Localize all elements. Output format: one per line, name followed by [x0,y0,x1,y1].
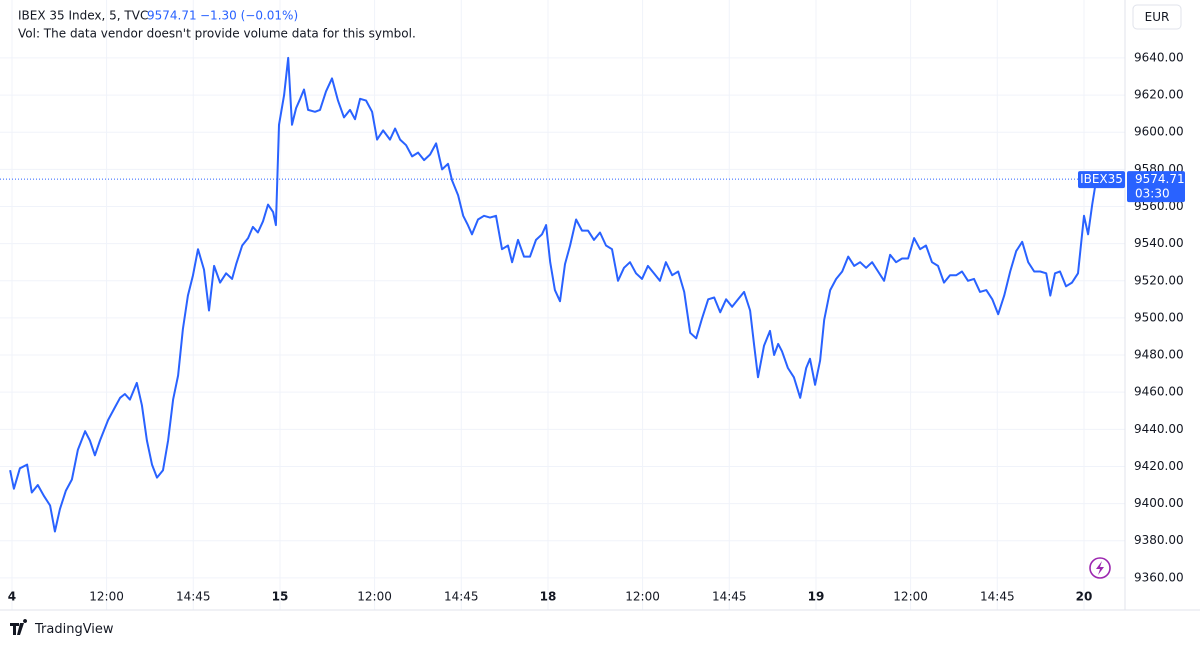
x-tick-label: 19 [808,590,825,604]
price-tag-countdown: 03:30 [1135,187,1170,201]
volume-note: Vol: The data vendor doesn't provide vol… [18,27,416,41]
y-tick-label: 9440.00 [1134,422,1184,436]
price-tag-value: 9574.71 [1135,172,1185,186]
x-tick-label: 12:00 [89,590,124,604]
y-tick-label: 9600.00 [1134,125,1184,139]
x-tick-label: 14:45 [712,590,747,604]
symbol-tag [1078,171,1125,189]
symbol-tag-label: IBEX35 [1080,172,1123,186]
y-tick-label: 9520.00 [1134,273,1184,287]
x-tick-label: 4 [8,590,16,604]
y-tick-label: 9500.00 [1134,310,1184,324]
y-tick-label: 9400.00 [1134,496,1184,510]
currency-button[interactable] [1132,4,1182,30]
x-tick-label: 14:45 [444,590,479,604]
alert-bolt [1096,561,1104,575]
x-tick-label: 14:45 [980,590,1015,604]
x-tick-label: 14:45 [176,590,211,604]
line-layer [0,56,1125,533]
x-tick-label: 12:00 [893,590,928,604]
y-tick-label: 9460.00 [1134,385,1184,399]
y-tick-label: 9620.00 [1134,88,1184,102]
header-price: 9574.71 [147,9,197,23]
grid-layer [0,0,1125,610]
x-tick-label: 12:00 [357,590,392,604]
x-tick-label: 18 [540,590,557,604]
brand-logo [10,619,28,635]
y-tick-label: 9380.00 [1134,533,1184,547]
y-tick-label: 9480.00 [1134,348,1184,362]
x-tick-label: 12:00 [625,590,660,604]
x-tick-label: 20 [1076,590,1093,604]
chart-title: IBEX 35 Index, 5, TVC [18,9,148,23]
currency-label[interactable]: EUR [1145,10,1170,24]
y-tick-label: 9640.00 [1134,50,1184,64]
y-tick-label: 9360.00 [1134,570,1184,584]
brand-name: TradingView [34,622,114,637]
price-line [9,56,1098,533]
price-tag [1127,171,1185,203]
header-change: −1.30 (−0.01%) [200,9,298,23]
y-tick-label: 9540.00 [1134,236,1184,250]
y-tick-label: 9560.00 [1134,199,1184,213]
x-tick-label: 15 [272,590,289,604]
y-tick-label: 9420.00 [1134,459,1184,473]
